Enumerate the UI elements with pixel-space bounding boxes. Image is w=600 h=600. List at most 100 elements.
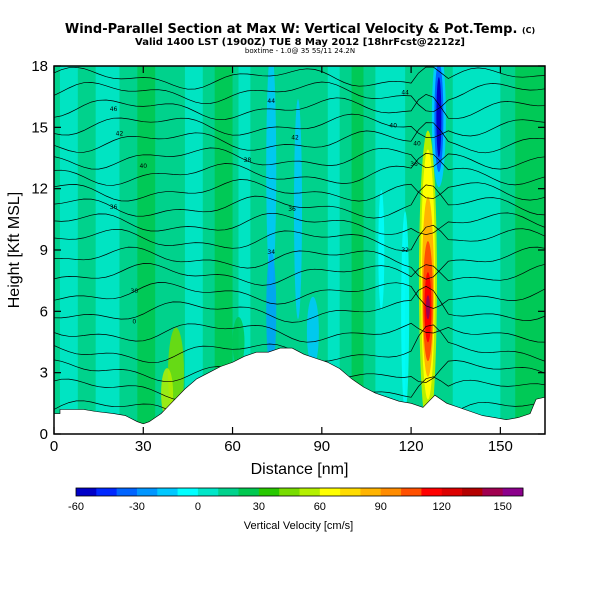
colorbar-tick-label: 90 — [375, 501, 387, 513]
chart-subtitle: Valid 1400 LST (1900Z) TUE 8 May 2012 [1… — [135, 37, 465, 48]
colorbar-swatch — [96, 488, 118, 496]
vv-band — [184, 66, 203, 434]
colorbar-swatch — [380, 488, 402, 496]
colorbar-swatch — [462, 488, 483, 496]
x-tick-label: 120 — [399, 438, 424, 455]
contour-label: 40 — [389, 122, 397, 129]
y-tick-label: 12 — [31, 181, 48, 198]
y-tick-label: 3 — [40, 365, 48, 382]
contour-label: 30 — [131, 288, 139, 295]
vv-band — [452, 66, 501, 434]
contour-label: 32 — [401, 247, 409, 254]
vv-band — [95, 66, 120, 434]
chart-title: Wind-Parallel Section at Max W: Vertical… — [64, 22, 536, 37]
x-axis-label: Distance [nm] — [251, 461, 349, 478]
vv-cell — [306, 296, 319, 367]
contour-label: 42 — [116, 130, 124, 137]
x-tick-label: 150 — [488, 438, 513, 455]
y-tick-label: 0 — [40, 426, 48, 443]
colorbar-tick-label: 0 — [195, 501, 201, 513]
colorbar-swatch — [136, 488, 158, 496]
contour-label: 36 — [410, 161, 418, 168]
theta-contour — [54, 184, 545, 219]
theta-contour — [54, 285, 545, 323]
theta-contour — [54, 246, 545, 280]
colorbar-swatch — [279, 488, 300, 496]
colorbar-swatch — [238, 488, 260, 496]
theta-contour — [54, 152, 545, 186]
colorbar-swatch — [157, 488, 179, 496]
contour-label: 34 — [267, 249, 275, 256]
colorbar-swatch — [218, 488, 240, 496]
contour-label: 36 — [288, 206, 296, 213]
theta-contour — [54, 322, 545, 343]
contour-label: 46 — [110, 106, 118, 113]
y-tick-label: 18 — [31, 58, 48, 75]
theta-contour — [54, 113, 545, 139]
colorbar-frame — [75, 487, 524, 497]
colorbar-label: Vertical Velocity [cm/s] — [244, 520, 353, 532]
colorbar-tick-label: -60 — [68, 501, 84, 513]
colorbar-swatch — [441, 488, 463, 496]
vv-cell — [401, 211, 410, 412]
contour-label: 42 — [291, 135, 299, 142]
contour-label: 44 — [401, 90, 409, 97]
theta-contour — [54, 179, 545, 202]
contour-label: 0 — [132, 319, 136, 326]
vv-cell — [266, 251, 277, 372]
colorbar-swatch — [258, 488, 280, 496]
x-tick-label: 90 — [313, 438, 330, 455]
vv-band — [59, 66, 78, 434]
colorbar-swatch — [360, 488, 382, 496]
colorbar-swatch — [319, 488, 341, 496]
theta-contour — [54, 81, 545, 113]
colorbar-swatch — [177, 488, 199, 496]
vv-cell — [232, 317, 245, 367]
y-axis-label: Height [Kft MSL] — [6, 192, 23, 309]
colorbar-tick-label: -30 — [129, 501, 145, 513]
colorbar-swatch — [421, 488, 443, 496]
copyright-mark: (C) — [521, 26, 536, 35]
x-tick-label: 30 — [135, 438, 152, 455]
vv-cell — [378, 190, 385, 310]
vv-band — [351, 66, 364, 434]
contour-label: 40 — [139, 163, 147, 170]
colorbar-swatch — [340, 488, 361, 496]
colorbar-tick-label: 60 — [314, 501, 326, 513]
contour-label: 36 — [110, 204, 118, 211]
colorbar-tick-label: 30 — [253, 501, 265, 513]
colorbar-swatch — [502, 488, 524, 496]
colorbar-swatch — [76, 488, 97, 496]
vv-cell — [294, 99, 303, 320]
theta-contour — [54, 282, 545, 309]
colorbar-swatch — [401, 488, 422, 496]
x-tick-label: 60 — [224, 438, 241, 455]
colorbar-swatch — [197, 488, 219, 496]
chart-subtitle-2: boxtime - 1.0@ 35 5S/11 24.2N — [244, 47, 356, 55]
theta-contour — [54, 212, 545, 236]
contour-label: 44 — [267, 98, 275, 105]
theta-contour — [54, 263, 545, 286]
colorbar-tick-label: 120 — [433, 501, 451, 513]
theta-contour — [54, 122, 545, 154]
y-tick-label: 15 — [31, 119, 48, 136]
vv-band — [327, 66, 340, 434]
downdraft-core — [436, 77, 442, 158]
y-tick-label: 6 — [40, 303, 48, 320]
theta-contour — [54, 224, 545, 251]
theta-contour — [54, 147, 545, 170]
vv-band — [214, 66, 233, 434]
theta-contour — [54, 66, 545, 90]
terrain — [54, 347, 545, 434]
vv-band — [238, 66, 251, 434]
vv-field: 46 44 44 42 42 40 40 40 38 36 36 36 34 32 30 0 — [54, 66, 545, 434]
colorbar-swatch — [116, 488, 138, 496]
colorbar-tick-label: 150 — [494, 501, 512, 513]
vv-cell — [266, 66, 277, 289]
colorbar-swatch — [299, 488, 321, 496]
y-tick-label: 9 — [40, 242, 48, 259]
updraft-core — [425, 295, 430, 320]
contour-label: 40 — [413, 141, 421, 148]
contour-label: 38 — [244, 157, 252, 164]
